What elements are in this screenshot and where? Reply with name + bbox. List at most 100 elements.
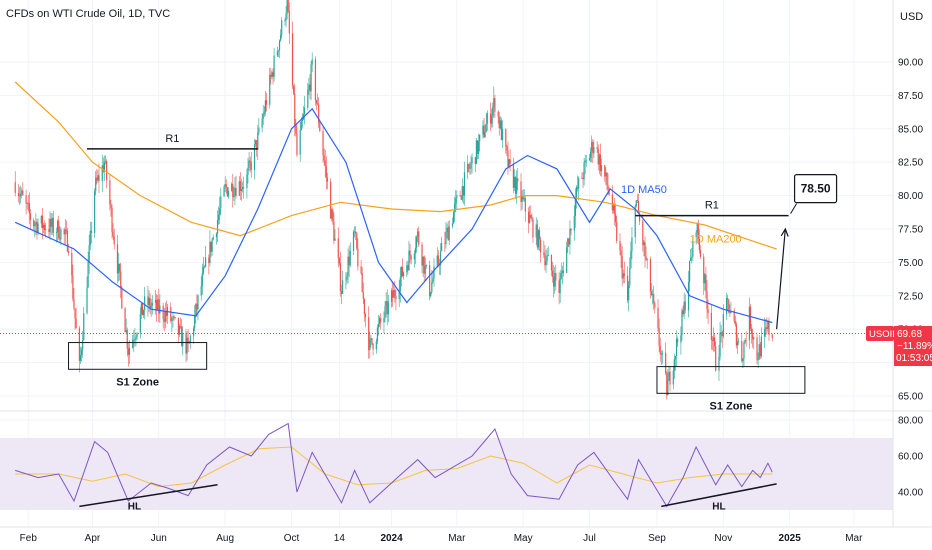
candle-body [514, 177, 517, 194]
candle-body [360, 266, 362, 274]
candle-body [476, 140, 479, 154]
candle-body [616, 221, 618, 241]
candle-body [170, 307, 172, 321]
price-badge: USOIL 69.68 −11.89% 01:53:05 [866, 326, 932, 366]
candle-body [536, 224, 538, 248]
candle-body [247, 167, 249, 175]
candle-body [452, 212, 455, 224]
candle-body [156, 299, 158, 311]
candle-body [736, 341, 739, 346]
candle-body [645, 256, 647, 260]
candle-body [687, 282, 690, 311]
candle-body [710, 312, 712, 340]
candle-body [517, 178, 519, 182]
candle-body [309, 84, 311, 92]
candle-body [139, 313, 141, 333]
candle-body [575, 187, 578, 200]
time-tick-label: Nov [714, 533, 732, 544]
candle-body [672, 370, 674, 385]
candle-body [193, 328, 195, 337]
candle-body [339, 263, 342, 291]
candle-body [58, 220, 60, 239]
candle-body [277, 50, 280, 52]
candle-body [417, 231, 419, 238]
candle-body [72, 275, 74, 299]
candle-body [331, 209, 333, 219]
candle-body [231, 183, 233, 191]
candle-body [660, 353, 662, 355]
candle-body [28, 203, 30, 214]
candle-body [733, 310, 735, 322]
candle-body [493, 98, 495, 108]
candle-body [497, 111, 499, 117]
candle-body [372, 343, 374, 350]
candle-body [211, 239, 213, 252]
last-price-tag [894, 326, 932, 366]
candle-body [35, 221, 37, 225]
price-tick-label: 80.00 [898, 191, 923, 202]
candle-body [741, 340, 743, 362]
candle-body [103, 162, 106, 172]
candle-body [516, 178, 518, 194]
candle-body [410, 255, 412, 260]
candle-body [467, 164, 469, 173]
candle-body [49, 219, 51, 233]
candle-body [151, 302, 153, 306]
candle-body [401, 266, 404, 277]
candle-body [447, 227, 449, 241]
candle-body [361, 273, 363, 293]
candle-body [728, 299, 730, 313]
candle-body [735, 324, 737, 346]
candle-body [422, 256, 424, 266]
s1-left-box [68, 342, 208, 370]
candle-body [386, 301, 388, 315]
candle-body [584, 160, 586, 163]
candle-body [631, 237, 633, 252]
candles [14, 0, 773, 400]
candle-body [460, 196, 462, 200]
currency-label[interactable]: USD [900, 11, 923, 23]
candle-body [748, 306, 751, 341]
candle-body [547, 254, 549, 257]
candle-body [67, 251, 70, 254]
rsi-line [15, 422, 773, 508]
candle-body [162, 305, 164, 319]
candle-body [157, 299, 159, 311]
candle-body [695, 232, 697, 237]
rsi-axis[interactable]: 40.00 60.00 80.00 [898, 416, 923, 499]
candle-body [539, 239, 542, 253]
candle-body [444, 243, 446, 245]
candle-body [148, 297, 150, 306]
candle-body [585, 160, 587, 162]
candle-body [95, 177, 97, 192]
candle-body [546, 256, 548, 261]
candle-body [555, 272, 557, 281]
candle-body [239, 181, 241, 191]
hl-left-line [79, 484, 218, 508]
candle-body [158, 299, 160, 314]
candle-body [470, 163, 472, 169]
r1-right-label: R1 [705, 200, 719, 212]
candle-body [27, 203, 29, 205]
candle-body [281, 20, 283, 35]
candle-body [255, 140, 257, 145]
time-axis[interactable]: Feb Apr Jun Aug Oct 14 2024 Mar May Jul Sep Nov 2025… [20, 533, 863, 544]
candle-body [523, 198, 525, 200]
candle-body [379, 318, 381, 324]
candle-body [196, 303, 198, 310]
candle-body [314, 59, 317, 101]
candle-body [171, 319, 173, 321]
candle-body [764, 329, 766, 337]
candle-body [338, 258, 340, 264]
candle-body [692, 236, 694, 257]
candle-body [592, 142, 594, 154]
candle-body [668, 371, 670, 381]
candle-body [498, 116, 500, 129]
candle-body [257, 132, 259, 150]
s1-right-box [656, 366, 806, 394]
candle-body [89, 230, 91, 246]
candle-body [326, 177, 328, 182]
candle-body [760, 336, 762, 357]
candle-body [638, 213, 641, 222]
candle-body [345, 279, 347, 281]
